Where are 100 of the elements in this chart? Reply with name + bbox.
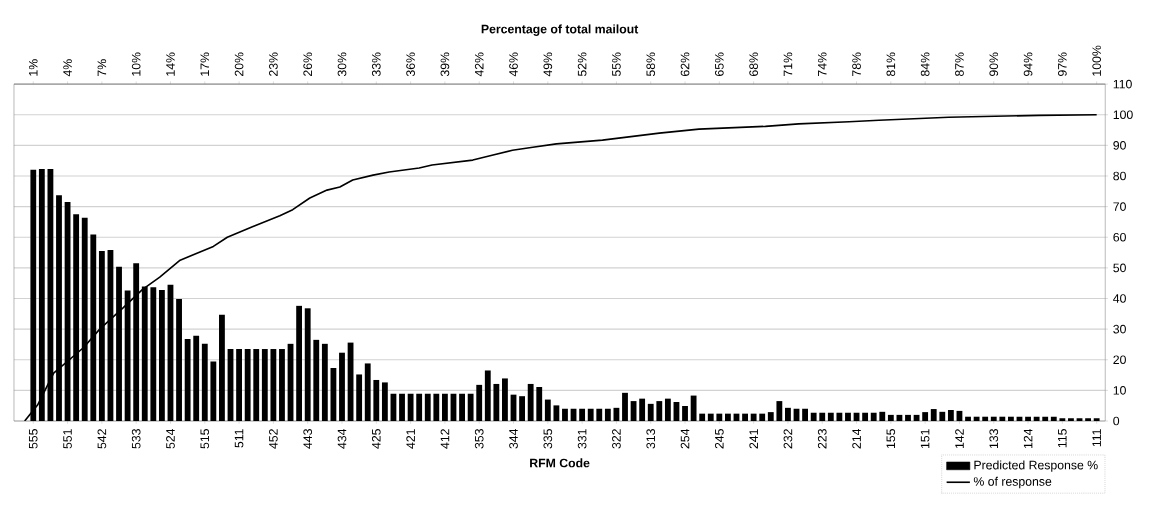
- x-tick-label: 511: [234, 429, 244, 448]
- x2-tick-label: 78%: [852, 52, 861, 76]
- bar: [922, 412, 929, 422]
- bar: [407, 393, 414, 422]
- legend-label: % of response: [973, 476, 1052, 489]
- bar: [759, 413, 766, 422]
- x-tick-label: 331: [577, 429, 587, 449]
- x-tick-label: 115: [1058, 429, 1067, 448]
- bar: [870, 412, 877, 422]
- bar: [990, 416, 997, 422]
- x-tick-label: 124: [1023, 428, 1033, 449]
- bar: [622, 392, 628, 422]
- x-tick-label: 443: [303, 429, 313, 449]
- x2-tick-label: 1%: [28, 59, 38, 76]
- x-tick-label: 555: [28, 429, 38, 449]
- bar: [939, 411, 946, 422]
- x-tick-label: 111: [1092, 429, 1101, 447]
- bar: [716, 413, 723, 422]
- bar: [356, 374, 363, 422]
- bar: [244, 349, 251, 422]
- bar: [441, 393, 448, 422]
- bar: [176, 299, 182, 422]
- x2-tick-label: 30%: [337, 52, 347, 77]
- x-tick-label: 452: [269, 429, 278, 449]
- bar: [158, 289, 165, 422]
- bar: [270, 349, 277, 422]
- y-tick-label: 40: [1113, 294, 1126, 303]
- bar: [879, 411, 886, 422]
- x-axis-title: RFM Code: [530, 458, 590, 468]
- y-tick-label: 70: [1113, 202, 1126, 211]
- bar: [1068, 418, 1074, 422]
- bar: [321, 343, 328, 422]
- bar: [364, 363, 371, 422]
- bar: [579, 408, 586, 422]
- y-tick-label: 30: [1113, 324, 1126, 334]
- bar: [373, 380, 380, 422]
- bar: [1076, 418, 1083, 422]
- bar: [193, 335, 200, 422]
- bar: [296, 305, 303, 422]
- x2-tick-label: 68%: [749, 52, 758, 76]
- bar: [827, 412, 834, 422]
- y-tick-label: 100: [1113, 110, 1133, 120]
- x-tick-label: 421: [406, 429, 415, 449]
- bar: [519, 396, 525, 422]
- x-tick-label: 524: [166, 428, 175, 449]
- bar: [467, 393, 474, 422]
- bar: [261, 349, 268, 422]
- x2-tick-label: 49%: [543, 52, 553, 77]
- x2-tick-label: 10%: [131, 52, 141, 76]
- y-tick-label: 90: [1113, 141, 1126, 150]
- x2-tick-label: 65%: [714, 52, 724, 76]
- legend-label: Predicted Response %: [974, 460, 1098, 472]
- bar: [845, 412, 851, 422]
- bar: [304, 308, 311, 422]
- x2-tick-label: 23%: [269, 52, 278, 76]
- x-tick-label: 344: [509, 428, 518, 449]
- x2-tick-label: 33%: [371, 52, 381, 77]
- bar: [201, 343, 208, 422]
- bar: [887, 414, 894, 422]
- x-tick-label: 155: [886, 429, 896, 449]
- x-tick-label: 245: [714, 429, 724, 449]
- bar: [476, 384, 483, 422]
- x2-axis-title: Percentage of total mailout: [481, 24, 639, 36]
- bar: [724, 413, 731, 422]
- x-tick-label: 322: [612, 429, 621, 449]
- bar: [279, 349, 285, 422]
- bar: [553, 405, 560, 422]
- bar: [339, 352, 345, 422]
- bar: [433, 393, 440, 422]
- bar: [1025, 416, 1031, 422]
- x-tick-label: 133: [989, 429, 999, 449]
- bar: [544, 399, 551, 422]
- x2-tick-label: 39%: [440, 52, 450, 77]
- y-tick-label: 0: [1113, 416, 1120, 426]
- x-tick-label: 425: [371, 429, 381, 449]
- x2-tick-label: 62%: [680, 52, 690, 76]
- bar: [1085, 418, 1092, 422]
- bar: [219, 314, 225, 422]
- bar: [150, 287, 157, 422]
- bar: [502, 378, 508, 422]
- x-tick-label: 353: [474, 429, 484, 449]
- bar: [905, 414, 911, 422]
- bar: [236, 349, 242, 422]
- y-tick-label: 80: [1113, 171, 1126, 181]
- bar: [424, 393, 431, 422]
- bar: [664, 398, 671, 422]
- bar: [1033, 416, 1040, 422]
- bar: [459, 393, 465, 422]
- x2-tick-label: 17%: [200, 52, 210, 76]
- bar: [639, 398, 646, 422]
- x2-tick-label: 52%: [577, 52, 587, 77]
- bar: [1059, 418, 1066, 422]
- x-tick-label: 542: [97, 429, 107, 449]
- bar: [399, 393, 405, 422]
- y-tick-label: 50: [1113, 263, 1126, 273]
- x-tick-label: 515: [200, 429, 210, 449]
- bar: [965, 416, 971, 422]
- x2-tick-label: 81%: [886, 52, 896, 77]
- bar: [776, 401, 783, 422]
- bar: [707, 413, 714, 422]
